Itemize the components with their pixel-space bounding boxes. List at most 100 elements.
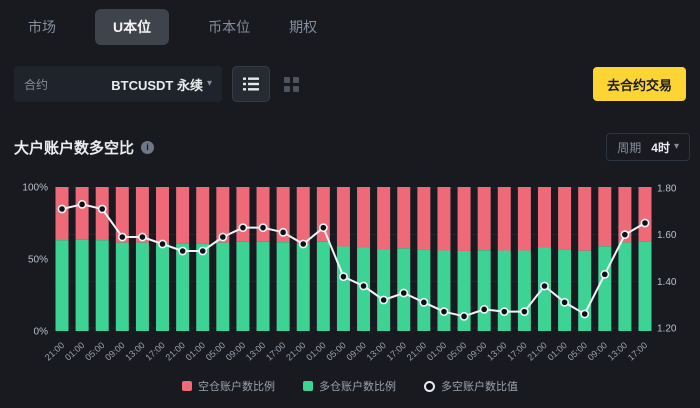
x-axis-tick: 13:00 xyxy=(123,340,146,363)
bar-short xyxy=(397,187,411,249)
bar-long xyxy=(236,241,250,331)
bar-long xyxy=(296,243,310,331)
x-axis-tick: 09:00 xyxy=(465,340,488,363)
x-axis-tick: 01:00 xyxy=(425,340,448,363)
chevron-down-icon: ▾ xyxy=(206,78,212,89)
x-axis-tick: 09:00 xyxy=(586,340,609,363)
bar-short xyxy=(377,187,391,250)
bar-long xyxy=(598,246,612,331)
ratio-dot xyxy=(318,223,328,233)
controls-row: 合约 BTCUSDT 永续 ▾ 去合约交易 xyxy=(14,66,686,102)
bar-long xyxy=(196,243,210,331)
tab-usd-m[interactable]: U本位 xyxy=(95,9,170,45)
bar-long xyxy=(638,241,652,331)
bar-long xyxy=(377,249,391,331)
ratio-dot xyxy=(298,239,308,249)
bar-short xyxy=(417,187,431,250)
contract-select-label: 合约 xyxy=(24,77,49,92)
period-select-label: 周期 xyxy=(617,140,642,155)
x-axis-tick: 05:00 xyxy=(445,340,468,363)
tab-coin-m[interactable]: 币本位 xyxy=(208,19,251,35)
period-select[interactable]: 周期 4时 ▾ xyxy=(606,133,690,161)
x-axis-tick: 17:00 xyxy=(143,340,166,363)
ratio-dot xyxy=(238,223,248,233)
section-header: 大户账户数多空比 i 周期 4时 ▾ xyxy=(14,132,690,162)
x-axis-tick: 09:00 xyxy=(103,340,126,363)
chevron-down-icon: ▾ xyxy=(673,141,679,152)
bar-long xyxy=(457,250,471,331)
x-axis-tick: 17:00 xyxy=(385,340,408,363)
bar-short xyxy=(437,187,451,251)
ratio-dot xyxy=(339,272,348,282)
bar-long xyxy=(578,250,592,331)
bar-long xyxy=(95,240,109,331)
info-icon[interactable]: i xyxy=(141,140,155,154)
period-select-value: 4时 xyxy=(651,140,670,155)
bar-long xyxy=(618,242,632,331)
x-axis-tick: 09:00 xyxy=(344,340,367,363)
x-axis-tick: 17:00 xyxy=(626,340,649,363)
ratio-line xyxy=(61,203,646,318)
ratio-dot xyxy=(359,281,368,291)
ratio-dot xyxy=(620,230,630,240)
ratio-dot xyxy=(439,307,449,317)
bar-short xyxy=(196,187,210,244)
ratio-dot xyxy=(540,281,549,291)
bar-short xyxy=(156,187,170,244)
bar-long xyxy=(276,242,290,331)
x-axis-tick: 01:00 xyxy=(545,340,568,363)
bar-short xyxy=(236,187,250,242)
x-axis-tick: 17:00 xyxy=(505,340,528,363)
bar-long xyxy=(417,249,431,331)
ratio-dot xyxy=(519,307,529,317)
bar-short xyxy=(578,187,592,251)
x-axis-tick: 21:00 xyxy=(164,340,187,363)
right-axis-tick: 1.20 xyxy=(657,324,677,335)
ratio-dot xyxy=(97,204,107,214)
bar-short xyxy=(517,187,531,251)
ratio-dot xyxy=(178,246,188,256)
ratio-dot xyxy=(499,307,509,317)
ratio-dot xyxy=(399,288,409,298)
legend-item[interactable]: 多空账户数比值 xyxy=(424,378,518,394)
x-axis-tick: 13:00 xyxy=(485,340,508,363)
ratio-dot xyxy=(77,199,87,209)
go-to-futures-trade-button[interactable]: 去合约交易 xyxy=(592,67,686,101)
bar-short xyxy=(558,187,572,250)
x-axis-tick: 13:00 xyxy=(365,340,388,363)
legend-item[interactable]: 空仓账户数比例 xyxy=(182,378,275,394)
left-axis-tick: 0% xyxy=(34,327,49,338)
tab-options[interactable]: 期权 xyxy=(289,19,318,35)
list-view-button[interactable] xyxy=(232,66,270,102)
bar-short xyxy=(256,187,270,242)
x-axis-tick: 21:00 xyxy=(43,340,66,363)
ratio-dot xyxy=(117,232,127,242)
grid-view-icon xyxy=(283,76,290,83)
ratio-dot xyxy=(198,246,208,256)
bar-long xyxy=(115,242,129,331)
ratio-dot xyxy=(379,295,389,305)
legend-label: 多仓账户数比例 xyxy=(319,381,396,393)
x-axis-tick: 05:00 xyxy=(83,340,106,363)
ratio-dot xyxy=(138,232,147,242)
contract-select[interactable]: 合约 BTCUSDT 永续 ▾ xyxy=(14,66,222,102)
right-axis-tick: 1.40 xyxy=(657,277,677,288)
bar-short xyxy=(216,187,230,243)
x-axis-tick: 05:00 xyxy=(324,340,347,363)
bar-short xyxy=(537,187,551,248)
bar-short xyxy=(477,187,491,251)
bar-long xyxy=(256,241,270,331)
bar-short xyxy=(55,187,69,241)
chart-legend: 空仓账户数比例 多仓账户数比例 多空账户数比值 xyxy=(0,378,700,394)
left-axis-tick: 100% xyxy=(22,183,48,194)
bar-long xyxy=(156,243,170,331)
grid-view-button[interactable] xyxy=(280,73,302,95)
tab-market[interactable]: 市场 xyxy=(28,19,56,35)
bar-long xyxy=(135,242,149,331)
x-axis-tick: 05:00 xyxy=(566,340,589,363)
ratio-dot xyxy=(479,304,489,314)
bar-short xyxy=(276,187,290,243)
series-color-icon xyxy=(303,381,313,391)
bar-short xyxy=(316,187,330,242)
legend-item[interactable]: 多仓账户数比例 xyxy=(303,378,396,394)
